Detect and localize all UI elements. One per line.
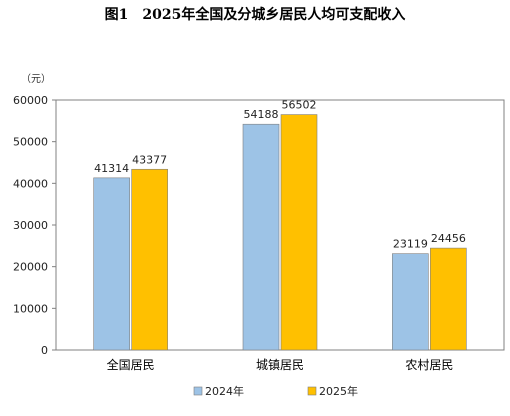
y-axis-unit-label: （元） <box>21 73 51 85</box>
x-tick-label: 城镇居民 <box>256 358 304 372</box>
bar-value-label: 43377 <box>132 153 167 166</box>
bar-value-label: 56502 <box>282 99 317 112</box>
bar <box>280 114 318 351</box>
y-tick-label: 40000 <box>13 177 48 190</box>
bar-value-label: 24456 <box>431 232 466 245</box>
bar-value-label: 23119 <box>393 238 428 251</box>
chart-title: 图1 2025年全国及分城乡居民人均可支配收入 <box>105 6 406 23</box>
bar <box>242 123 280 351</box>
y-tick-label: 60000 <box>13 94 48 107</box>
bar <box>131 168 168 351</box>
x-tick-label: 全国居民 <box>107 357 155 372</box>
legend-swatch <box>307 386 317 396</box>
y-tick-label: 50000 <box>13 136 48 149</box>
bar-value-label: 54188 <box>244 108 279 121</box>
bars-group <box>93 114 467 351</box>
bar-value-label: 41314 <box>94 162 129 175</box>
legend-swatch <box>193 386 203 396</box>
x-tick-label: 农村居民 <box>405 358 453 372</box>
y-tick-label: 30000 <box>13 219 48 232</box>
y-tick-label: 20000 <box>13 261 48 274</box>
y-axis: 0 10000 20000 30000 40000 50000 60000 <box>13 94 56 357</box>
y-tick-label: 10000 <box>13 302 48 315</box>
bar <box>93 177 130 351</box>
legend: 2024年 2025年 <box>193 384 358 398</box>
bar <box>392 253 429 351</box>
y-tick-label: 0 <box>41 344 48 357</box>
legend-label: 2024年 <box>205 384 244 398</box>
x-axis: 全国居民 城镇居民 农村居民 <box>107 357 454 372</box>
bar <box>430 247 467 351</box>
legend-label: 2025年 <box>319 384 358 398</box>
